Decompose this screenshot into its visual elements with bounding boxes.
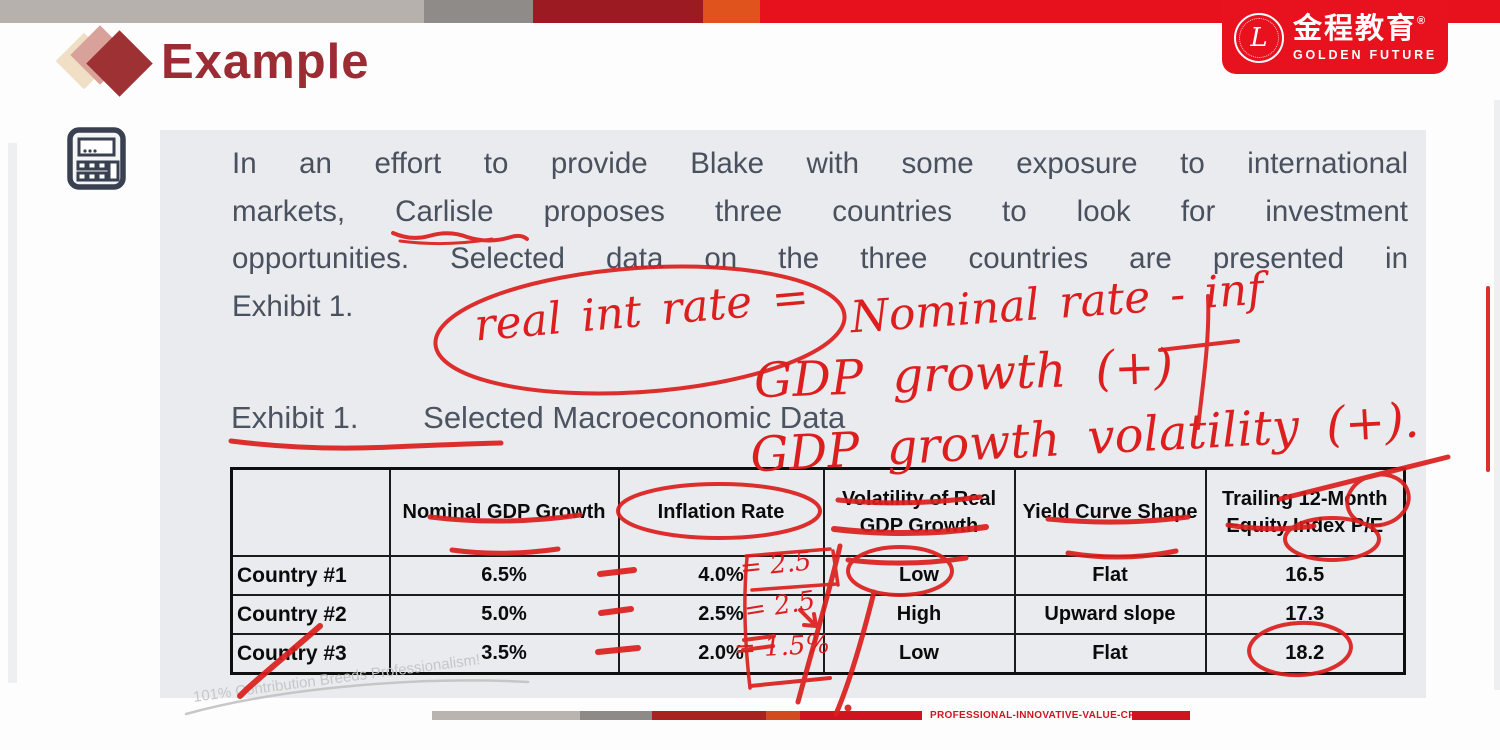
paragraph-line: markets, Carlisle proposes three countri… xyxy=(232,194,1408,228)
footer-bar-segment xyxy=(580,711,652,720)
table-cell: Upward slope xyxy=(1013,594,1207,635)
exhibit-heading: Exhibit 1. Selected Macroeconomic Data xyxy=(231,400,845,436)
brand-seal-icon: L xyxy=(1234,13,1284,63)
table-cell: High xyxy=(822,594,1016,635)
handwritten-gdp-growth-note: GDP growth (+) xyxy=(753,338,1175,410)
slide-title: Example xyxy=(161,35,370,89)
footer-bar-segment xyxy=(432,711,580,720)
left-edge-strip xyxy=(8,143,17,683)
bar-segment-maroon xyxy=(533,0,703,23)
table-header-row: Nominal GDP Growth Inflation Rate Volati… xyxy=(230,467,1406,557)
registered-mark: ® xyxy=(1417,14,1426,27)
body-paragraph: In an effort to provide Blake with some … xyxy=(232,140,1408,330)
table-row: Country #1 6.5% 4.0% Low Flat 16.5 xyxy=(230,555,1406,596)
brand-name-cn: 金程教育® xyxy=(1293,12,1437,45)
footer-bar-segment xyxy=(800,711,922,720)
table-cell: 6.5% xyxy=(388,555,620,596)
right-edge-strip xyxy=(1494,100,1500,690)
calculator-icon xyxy=(67,127,126,190)
brand-text: 金程教育® GOLDEN FUTURE xyxy=(1293,12,1438,62)
header-empty xyxy=(230,467,391,557)
brand-logo: L 金程教育® GOLDEN FUTURE xyxy=(1222,0,1448,74)
table-cell: 18.2 xyxy=(1204,633,1406,675)
exhibit-label: Exhibit 1. xyxy=(231,400,359,435)
brand-cn-text: 金程教育 xyxy=(1293,12,1418,45)
table-cell: Flat xyxy=(1013,633,1207,675)
footer-bar-segment xyxy=(1132,711,1190,720)
table-cell: 3.5% xyxy=(388,633,620,675)
header-nominal-gdp-growth: Nominal GDP Growth xyxy=(388,467,620,557)
handwritten-calc-row3: = 1.5% xyxy=(733,629,831,665)
table-cell: 2.0% xyxy=(617,633,825,675)
table-cell: Flat xyxy=(1013,555,1207,596)
table-cell: 2.5% xyxy=(617,594,825,635)
row-label: Country #2 xyxy=(230,594,391,635)
paragraph-line: Exhibit 1. xyxy=(232,289,354,323)
bar-segment-lightgray xyxy=(0,0,424,23)
header-inflation-rate: Inflation Rate xyxy=(617,467,825,557)
table-cell: Low xyxy=(822,633,1016,675)
table-cell: 5.0% xyxy=(388,594,620,635)
seal-monogram: L xyxy=(1250,23,1268,53)
footer-bar-segment xyxy=(652,711,766,720)
handwritten-calc-row1: = 2.5 xyxy=(738,546,813,584)
table-row: Country #2 5.0% 2.5% High Upward slope 1… xyxy=(230,594,1406,635)
footer-bar-segment xyxy=(766,711,800,720)
header-volatility: Volatility of Real GDP Growth xyxy=(822,467,1016,557)
bar-segment-orange xyxy=(703,0,760,23)
table-cell: 17.3 xyxy=(1204,594,1406,635)
top-accent-bar xyxy=(0,0,1500,23)
table-cell: 16.5 xyxy=(1204,555,1406,596)
row-label: Country #1 xyxy=(230,555,391,596)
bar-segment-gray xyxy=(424,0,533,23)
paragraph-line: In an effort to provide Blake with some … xyxy=(232,147,1408,180)
table-cell: Low xyxy=(822,555,1016,596)
footer-tagline: PROFESSIONAL-INNOVATIVE-VALUE-CREATING xyxy=(930,710,1175,721)
brand-name-en: GOLDEN FUTURE xyxy=(1293,47,1438,62)
header-pe: Trailing 12-Month Equity Index P/E xyxy=(1204,467,1406,557)
exhibit-title: Selected Macroeconomic Data xyxy=(423,400,846,435)
header-yield-curve: Yield Curve Shape xyxy=(1013,467,1207,557)
